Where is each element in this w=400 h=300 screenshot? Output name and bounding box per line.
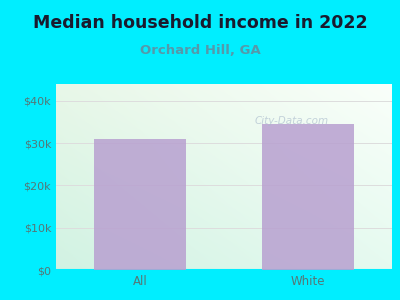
- Text: Median household income in 2022: Median household income in 2022: [33, 14, 367, 32]
- Text: City-Data.com: City-Data.com: [254, 116, 328, 126]
- Text: Orchard Hill, GA: Orchard Hill, GA: [140, 44, 260, 56]
- Bar: [262, 124, 354, 270]
- Bar: [94, 139, 186, 270]
